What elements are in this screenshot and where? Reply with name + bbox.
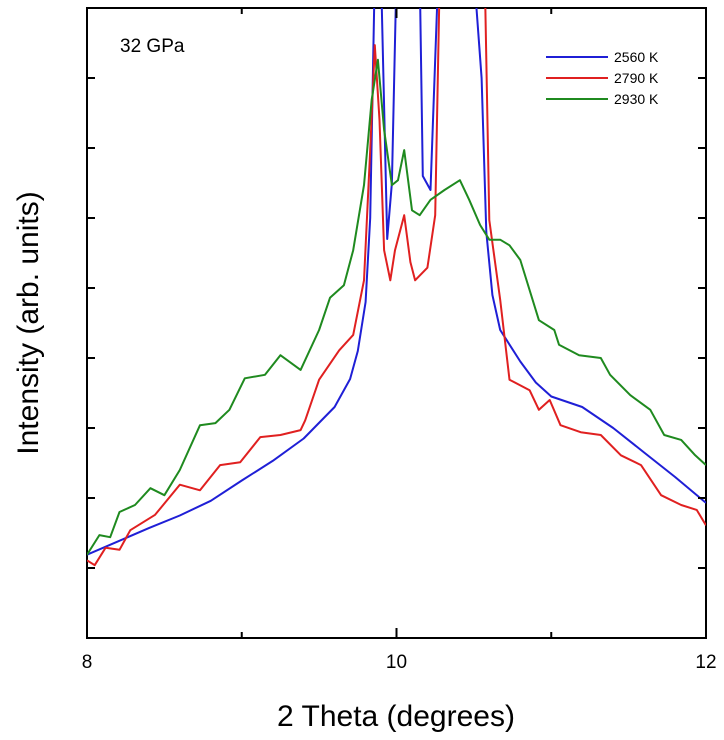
annotation: 32 GPa bbox=[120, 36, 185, 57]
x-tick-label: 10 bbox=[386, 652, 407, 673]
series-line bbox=[87, 8, 706, 556]
legend-label: 2930 K bbox=[614, 91, 659, 107]
x-tick-label: 12 bbox=[695, 652, 716, 673]
x-axis-label: 2 Theta (degrees) bbox=[277, 700, 515, 733]
series-line bbox=[87, 58, 706, 556]
series-line bbox=[87, 8, 706, 567]
lines bbox=[87, 8, 706, 567]
legend-label: 2560 K bbox=[614, 49, 659, 65]
x-tick-label: 8 bbox=[82, 652, 93, 673]
y-axis-label: Intensity (arb. units) bbox=[12, 191, 45, 454]
legend-label: 2790 K bbox=[614, 70, 659, 86]
